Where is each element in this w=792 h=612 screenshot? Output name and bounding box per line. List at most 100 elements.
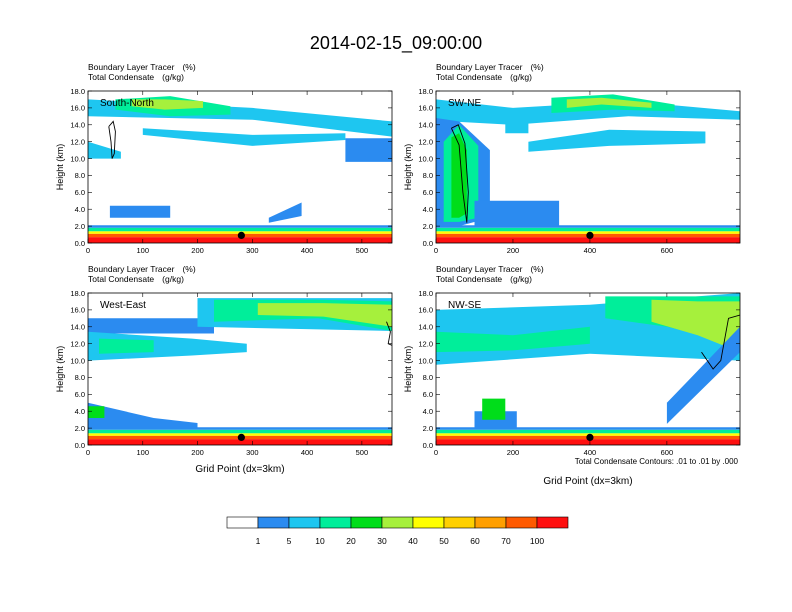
tracer-band: [99, 338, 154, 354]
tracer-band: [436, 227, 740, 232]
y-axis-label: Height (km): [403, 144, 413, 191]
y-tick-label: 6.0: [423, 188, 433, 197]
y-tick-label: 6.0: [75, 390, 85, 399]
y-tick-label: 14.0: [70, 323, 85, 332]
x-tick-label: 400: [301, 448, 314, 457]
panel-header-unit: (g/kg): [510, 274, 532, 284]
x-tick-label: 600: [661, 448, 674, 457]
tracer-band: [88, 225, 392, 228]
y-tick-label: 14.0: [70, 121, 85, 130]
x-tick-label: 500: [356, 448, 369, 457]
plot-frame: [435, 292, 741, 446]
colorbar-swatch: [536, 516, 569, 529]
panel-label: SW-NE: [448, 98, 481, 109]
x-axis-label: Grid Point (dx=3km): [195, 464, 284, 475]
y-tick-label: 2.0: [75, 424, 85, 433]
y-tick-label: 18.0: [70, 87, 85, 96]
tracer-band: [257, 303, 392, 327]
y-tick-label: 10.0: [418, 356, 433, 365]
tracer-band: [88, 227, 392, 232]
x-tick-label: 0: [86, 246, 90, 255]
y-tick-label: 12.0: [418, 339, 433, 348]
y-tick-label: 12.0: [418, 137, 433, 146]
panel-header-unit: (%): [530, 264, 543, 274]
x-tick-label: 400: [301, 246, 314, 255]
colorbar-swatch: [381, 516, 414, 529]
y-tick-label: 12.0: [70, 339, 85, 348]
panel-3: Boundary Layer Tracer (%)Total Condensate…: [55, 264, 393, 475]
y-tick-label: 8.0: [75, 373, 85, 382]
y-axis-label: Height (km): [55, 346, 65, 393]
x-tick-label: 100: [137, 448, 150, 457]
y-axis-label: Height (km): [55, 144, 65, 191]
panel-header-label: Total Condensate: [88, 72, 154, 82]
panel-header-unit: (g/kg): [510, 72, 532, 82]
y-tick-label: 12.0: [70, 137, 85, 146]
colorbar-swatch: [350, 516, 383, 529]
tracer-band: [436, 326, 590, 353]
y-tick-label: 4.0: [423, 205, 433, 214]
colorbar-swatch: [319, 516, 352, 529]
location-marker: [586, 231, 594, 239]
colorbar: 1 5 10 20 30 40 50 60 70 100: [226, 516, 569, 546]
colorbar-label: 100: [530, 536, 544, 546]
y-tick-label: 4.0: [75, 407, 85, 416]
colorbar-swatch: [505, 516, 538, 529]
y-tick-label: 4.0: [423, 407, 433, 416]
x-tick-label: 400: [584, 448, 597, 457]
colorbar-label: 40: [408, 536, 418, 546]
x-tick-label: 0: [86, 448, 90, 457]
tracer-band: [451, 133, 467, 218]
condensate-contour: [108, 120, 116, 159]
y-tick-label: 6.0: [75, 188, 85, 197]
plot-frame: [87, 292, 393, 446]
y-tick-label: 10.0: [70, 154, 85, 163]
colorbar-label: 10: [315, 536, 325, 546]
condensate-contour: [701, 314, 740, 370]
y-tick-label: 10.0: [70, 356, 85, 365]
location-marker: [237, 231, 245, 239]
panel-4: Boundary Layer Tracer (%)Total Condensate…: [403, 264, 741, 487]
tracer-band: [482, 398, 506, 420]
panel-header-line1: Boundary Layer Tracer (%): [88, 264, 196, 274]
tracer-band: [505, 118, 529, 134]
colorbar-swatch: [226, 516, 259, 529]
tracer-band: [436, 429, 740, 434]
x-tick-label: 200: [191, 448, 204, 457]
tracer-band: [88, 402, 198, 429]
panel-header-line2: Total Condensate (g/kg): [88, 72, 184, 82]
panel-header-line1: Boundary Layer Tracer (%): [436, 62, 544, 72]
plot-area: [88, 91, 392, 243]
panel-header-label: Total Condensate: [436, 274, 502, 284]
condensate-contour: [450, 124, 469, 223]
colorbar-label: 5: [287, 536, 292, 546]
panel-header-line2: Total Condensate (g/kg): [436, 72, 532, 82]
y-tick-label: 8.0: [75, 171, 85, 180]
y-tick-label: 0.0: [423, 441, 433, 450]
panel-header-label: Total Condensate: [436, 72, 502, 82]
colorbar-swatch: [288, 516, 321, 529]
x-tick-label: 400: [584, 246, 597, 255]
y-tick-label: 0.0: [423, 239, 433, 248]
tracer-band: [109, 205, 171, 218]
x-tick-label: 600: [661, 246, 674, 255]
panel-header-unit: (g/kg): [162, 72, 184, 82]
panel-2: Boundary Layer Tracer (%)Total Condensate…: [403, 62, 741, 255]
location-marker: [237, 433, 245, 441]
panels-group: Boundary Layer Tracer (%)Total Condensate…: [55, 62, 741, 487]
x-tick-label: 0: [434, 246, 438, 255]
colorbar-label: 1: [256, 536, 261, 546]
tracer-band: [436, 237, 740, 243]
tracer-band: [651, 299, 740, 353]
panel-header-line1: Boundary Layer Tracer (%): [88, 62, 196, 72]
x-axis-label: Grid Point (dx=3km): [543, 476, 632, 487]
plot-area: [88, 293, 392, 445]
colorbar-label: 50: [439, 536, 449, 546]
tracer-band: [528, 129, 706, 152]
tracer-band: [88, 141, 121, 159]
panel-header-label: Boundary Layer Tracer: [88, 264, 175, 274]
y-tick-label: 16.0: [418, 306, 433, 315]
y-tick-label: 14.0: [418, 121, 433, 130]
panel-header-label: Boundary Layer Tracer: [436, 62, 523, 72]
x-tick-label: 300: [246, 448, 259, 457]
